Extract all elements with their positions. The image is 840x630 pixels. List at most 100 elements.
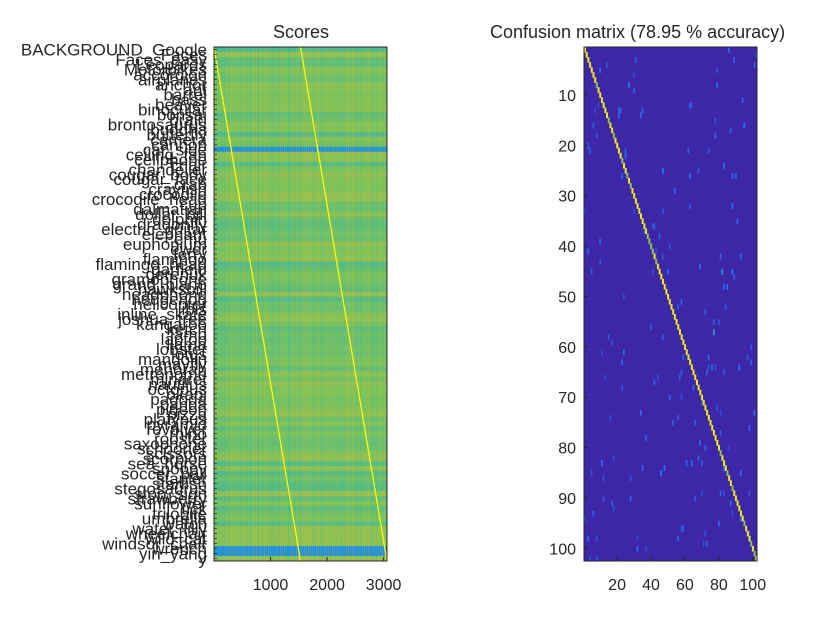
confusion-cell <box>738 364 741 371</box>
confusion-cell <box>685 460 688 467</box>
scores-y-tick-label: brain <box>169 110 207 129</box>
confusion-cell <box>594 107 596 114</box>
scores-y-tick-label: minaret <box>150 370 207 389</box>
scores-row-band <box>214 536 387 542</box>
scores-row-band <box>214 186 387 193</box>
scores-texture-column <box>286 47 287 561</box>
confusion-cell <box>716 67 718 73</box>
scores-texture-column <box>308 47 309 561</box>
confusion-cell <box>723 490 725 497</box>
scores-texture-column <box>260 47 261 561</box>
scores-y-tick-label: anchor <box>155 75 207 94</box>
scores-row-band <box>214 236 387 242</box>
confusion-cell <box>748 530 751 537</box>
scores-y-tick-label: Leopards <box>136 55 207 74</box>
scores-row-band <box>214 146 387 153</box>
confusion-diagonal-cell <box>594 77 597 83</box>
confusion-diagonal-cell <box>673 314 676 320</box>
scores-texture-column <box>322 47 323 561</box>
confusion-diagonal-cell <box>692 369 695 376</box>
confusion-axes-box <box>583 46 758 562</box>
confusion-cell <box>604 374 607 381</box>
confusion-diagonal-cell <box>743 520 746 527</box>
confusion-x-tick-label: 80 <box>710 577 728 594</box>
scores-row-band <box>214 261 387 267</box>
scores-y-tick-label: strawberry <box>128 490 208 509</box>
confusion-heatmap <box>584 47 758 562</box>
scores-y-tick-label: binocular <box>138 100 207 119</box>
scores-y-tick-label: bonsai <box>157 105 207 124</box>
confusion-y-tick-label: 30 <box>558 189 576 206</box>
confusion-diagonal-cell <box>699 389 702 396</box>
scores-row-band <box>214 71 387 78</box>
confusion-diagonal-cell <box>706 409 709 416</box>
scores-texture-column <box>384 47 385 561</box>
confusion-cell <box>662 253 664 260</box>
confusion-cell <box>595 132 598 139</box>
confusion-cell <box>672 419 674 426</box>
confusion-cell <box>680 525 683 532</box>
scores-row-band <box>214 136 387 143</box>
scores-y-tick-label: yin_yang <box>139 545 207 564</box>
confusion-diagonal-cell <box>584 47 586 53</box>
confusion-diagonal-cell <box>678 329 681 335</box>
scores-texture-column <box>382 47 383 561</box>
confusion-cell <box>729 500 732 507</box>
confusion-cell <box>656 374 659 381</box>
confusion-diagonal-cell <box>633 193 636 199</box>
confusion-cell <box>662 334 664 341</box>
scores-row-band <box>214 516 387 522</box>
confusion-cell <box>623 349 625 356</box>
scores-row-band <box>214 91 387 98</box>
scores-row-band <box>214 126 387 133</box>
scores-texture-column <box>270 47 271 561</box>
scores-texture-column <box>238 47 239 561</box>
confusion-y-tick-label: 100 <box>549 541 576 558</box>
scores-texture-column <box>348 47 349 561</box>
scores-x-tick-label: 3000 <box>366 577 402 594</box>
confusion-cell <box>584 515 586 522</box>
scores-texture-column <box>326 47 327 561</box>
scores-texture-column <box>222 47 223 561</box>
confusion-diagonal-cell <box>755 555 758 562</box>
confusion-cell <box>697 455 700 462</box>
confusion-cell <box>740 470 742 477</box>
scores-texture-column <box>264 47 265 561</box>
confusion-cell <box>733 273 735 280</box>
scores-texture-column <box>252 47 253 561</box>
confusion-cell <box>719 253 722 260</box>
scores-y-tick-label: helicopter <box>133 295 207 314</box>
confusion-cell <box>731 510 734 517</box>
scores-y-tick-label: snoopy <box>152 460 207 479</box>
confusion-cell <box>667 268 669 275</box>
confusion-diagonal-cell <box>646 233 649 240</box>
scores-row-band <box>214 231 387 237</box>
confusion-cell <box>668 243 671 250</box>
confusion-diagonal-cell <box>639 213 642 219</box>
scores-y-tick-label: barrel <box>164 85 207 104</box>
confusion-diagonal-cell <box>685 349 688 355</box>
scores-row-band <box>214 61 387 68</box>
scores-texture-column <box>358 47 359 561</box>
confusion-diagonal-cell <box>689 359 692 366</box>
scores-row-band <box>214 486 387 492</box>
confusion-cell <box>590 268 593 275</box>
scores-y-tick-label: ceiling_fan <box>126 145 207 164</box>
confusion-cell <box>753 409 756 416</box>
confusion-cell <box>704 530 707 537</box>
confusion-cell <box>714 132 717 139</box>
scores-y-tick-label: wild_cat <box>145 530 208 549</box>
confusion-cell <box>592 510 595 517</box>
confusion-diagonal-cell <box>587 57 590 63</box>
scores-texture-column <box>242 47 243 561</box>
confusion-cell <box>690 102 693 109</box>
confusion-cell <box>617 112 620 119</box>
confusion-diagonal-cell <box>592 72 595 78</box>
scores-texture-column <box>334 47 335 561</box>
scores-texture-column <box>288 47 289 561</box>
scores-row-band <box>214 156 387 163</box>
confusion-cell <box>621 359 624 366</box>
confusion-diagonal-cell <box>748 535 751 542</box>
scores-texture-column <box>276 47 277 561</box>
